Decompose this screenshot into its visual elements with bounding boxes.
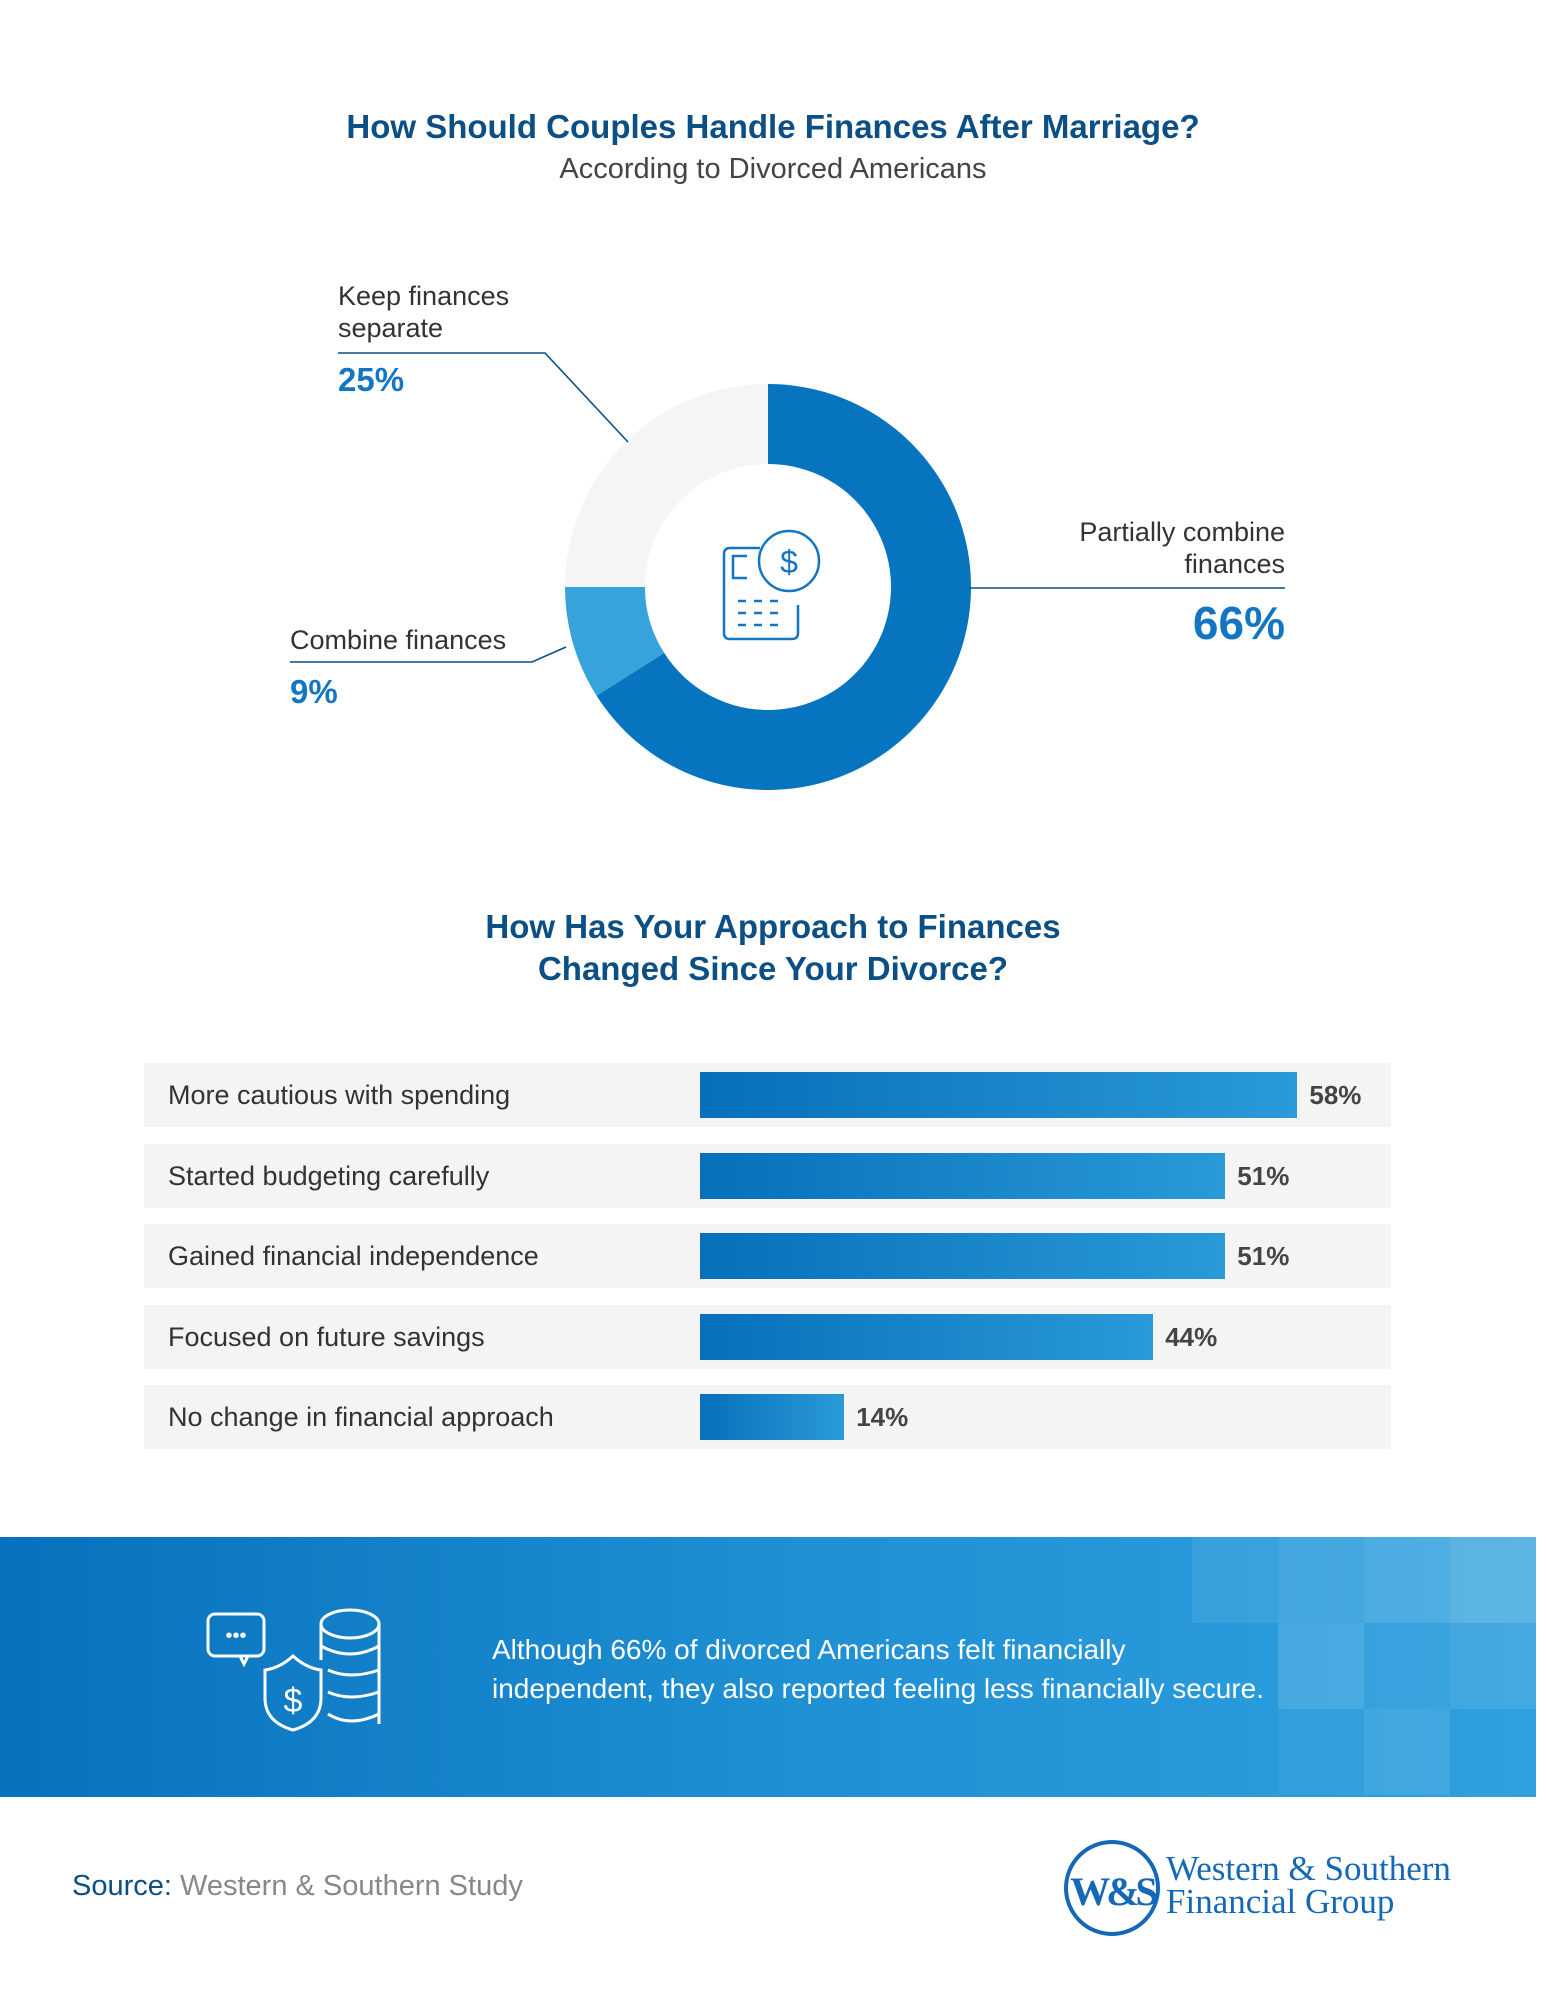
- label-keep-line1: Keep finances: [338, 281, 510, 311]
- bar: [700, 1152, 1226, 1199]
- svg-text:$: $: [780, 544, 798, 580]
- svg-text:•••: •••: [225, 1625, 246, 1647]
- bar-value-label: 51%: [1237, 1241, 1290, 1271]
- bar-title-line2: Changed Since Your Divorce?: [537, 950, 1009, 987]
- source-note: Source: Western & Southern Study: [72, 1870, 523, 1903]
- donut-slice-2: [565, 384, 768, 587]
- bar-title-line1: How Has Your Approach to Finances: [485, 908, 1061, 945]
- chat-shield-coins-icon: ••• $: [206, 1608, 381, 1732]
- bar-row: Gained financial independence 51%: [144, 1224, 1391, 1288]
- bar-chart-title: How Has Your Approach to Finances Change…: [0, 906, 1546, 990]
- label-partial-line2: finances: [1184, 549, 1285, 579]
- bar: [700, 1072, 1298, 1118]
- leader-line-keep: [338, 352, 629, 443]
- logo-wordmark: Western & Southern Financial Group: [1166, 1849, 1451, 1921]
- logo-line1: Western & Southern: [1166, 1849, 1451, 1888]
- donut-slice-0: [596, 384, 971, 791]
- source-text: Western & Southern Study: [171, 1870, 523, 1902]
- bar: [700, 1313, 1154, 1360]
- company-logo: W&S: [1064, 1840, 1160, 1936]
- bar-row: Started budgeting carefully 51%: [144, 1143, 1391, 1208]
- bar: [700, 1394, 845, 1440]
- bar-row: Focused on future savings 44%: [144, 1304, 1391, 1369]
- bar-value-label: 51%: [1237, 1160, 1290, 1191]
- logo-monogram: W&S: [1070, 1869, 1158, 1914]
- label-partially-combine: Partially combine finances: [985, 516, 1285, 580]
- bar: [700, 1233, 1226, 1279]
- donut-slice-1: [565, 587, 665, 696]
- insight-banner: [0, 1537, 1536, 1797]
- bar-category-label: Started budgeting carefully: [168, 1160, 490, 1191]
- svg-text:$: $: [284, 1682, 303, 1720]
- logo-line2: Financial Group: [1166, 1882, 1395, 1921]
- bar-value-label: 14%: [856, 1402, 909, 1432]
- bar-row: No change in financial approach 14%: [144, 1385, 1391, 1449]
- bar-category-label: No change in financial approach: [168, 1402, 554, 1432]
- label-keep-line2: separate: [338, 313, 444, 343]
- bar-category-label: More cautious with spending: [168, 1080, 511, 1110]
- value-keep-separate: 25%: [338, 361, 405, 398]
- bar-value-label: 44%: [1165, 1321, 1218, 1352]
- label-partial-line1: Partially combine: [1079, 517, 1285, 547]
- insight-text: Although 66% of divorced Americans felt …: [492, 1630, 1264, 1708]
- insight-line2: independent, they also reported feeling …: [492, 1673, 1265, 1704]
- label-keep-separate: Keep finances separate: [338, 280, 509, 344]
- donut-chart-title: How Should Couples Handle Finances After…: [346, 108, 1200, 145]
- value-partially-combine: 66%: [1192, 597, 1285, 649]
- value-combine: 9%: [290, 673, 338, 710]
- bar-category-label: Focused on future savings: [168, 1321, 485, 1352]
- bar-category-label: Gained financial independence: [168, 1241, 539, 1271]
- donut-chart-subtitle: According to Divorced Americans: [559, 153, 987, 185]
- donut-chart: $: [290, 352, 1285, 791]
- leader-line-combine: [290, 646, 567, 663]
- bar-row: More cautious with spending 58%: [144, 1063, 1391, 1127]
- source-label: Source:: [72, 1870, 172, 1902]
- calculator-dollar-icon: $: [722, 529, 821, 641]
- label-combine: Combine finances: [290, 625, 507, 655]
- insight-line1: Although 66% of divorced Americans felt …: [492, 1634, 1126, 1665]
- bar-value-label: 58%: [1309, 1080, 1362, 1110]
